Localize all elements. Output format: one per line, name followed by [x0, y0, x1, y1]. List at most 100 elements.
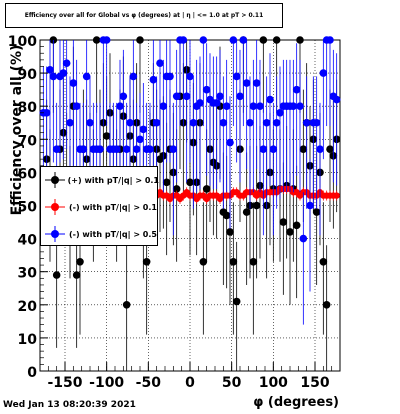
y-tick-label: 0 — [27, 365, 37, 381]
data-point — [162, 178, 171, 187]
data-point — [66, 118, 74, 127]
data-point — [326, 145, 334, 154]
data-point — [166, 72, 174, 81]
data-point — [249, 102, 258, 110]
legend-marker-black — [45, 172, 65, 188]
data-point — [289, 102, 298, 110]
y-tick-label: 80 — [18, 100, 38, 116]
data-point — [199, 36, 208, 44]
data-point — [52, 271, 61, 279]
data-point — [252, 201, 261, 210]
data-point — [92, 36, 101, 44]
x-tick-label: 50 — [222, 375, 242, 391]
data-point — [296, 36, 304, 44]
data-point — [152, 118, 161, 127]
data-point — [292, 221, 301, 230]
data-point — [186, 178, 194, 187]
data-point — [242, 79, 251, 87]
data-point — [179, 36, 188, 44]
x-tick-label: -150 — [47, 375, 82, 391]
data-point — [292, 85, 301, 94]
y-tick-label: 40 — [18, 233, 38, 249]
data-point — [79, 145, 88, 154]
x-tick-label: -100 — [89, 375, 124, 391]
data-point — [316, 145, 324, 154]
legend-marker-red — [45, 199, 65, 215]
data-point — [272, 118, 281, 127]
data-point — [216, 92, 224, 101]
legend-item-plus: (+) with pT/|q| > 0.1 — [41, 170, 159, 190]
data-point — [279, 218, 288, 226]
data-point — [312, 208, 321, 216]
x-tick-label: 100 — [259, 375, 288, 391]
x-axis-label: φ (degrees) — [253, 395, 339, 410]
data-point — [266, 95, 274, 104]
data-point — [249, 257, 258, 266]
data-point — [259, 36, 268, 44]
y-tick-label: 60 — [18, 166, 38, 182]
data-point — [299, 234, 308, 243]
data-point — [212, 99, 221, 107]
data-point — [222, 102, 231, 110]
data-point — [306, 201, 314, 210]
x-tick-label: 150 — [300, 375, 329, 391]
legend-item-minus: (-) with pT/|q| > 0.1 — [41, 197, 159, 217]
data-point — [256, 102, 264, 110]
data-point — [102, 36, 111, 44]
legend: (+) with pT/|q| > 0.1 (-) with pT/|q| > … — [40, 166, 159, 246]
data-point — [72, 271, 81, 279]
axes: 0 10 20 30 40 50 60 70 80 90 100 -150 -100 -50 0 50 100 1… — [8, 34, 333, 391]
data-point — [326, 36, 334, 44]
data-point — [302, 118, 311, 127]
data-point — [199, 257, 208, 266]
data-point — [136, 36, 144, 44]
data-point — [286, 228, 294, 236]
data-point — [232, 72, 241, 81]
data-point — [299, 145, 308, 154]
y-tick-label: 30 — [18, 266, 38, 282]
data-point — [296, 102, 304, 110]
y-tick-label: 50 — [18, 200, 38, 216]
data-point — [102, 132, 111, 140]
data-point — [126, 118, 134, 127]
data-point — [312, 118, 321, 127]
data-point — [156, 59, 164, 67]
y-tick-label: 70 — [18, 133, 38, 149]
data-point — [322, 301, 331, 309]
legend-item-minus-high: (-) with pT/|q| > 0.5 — [41, 224, 159, 244]
data-point — [139, 125, 148, 134]
data-point — [319, 257, 328, 266]
data-point — [259, 145, 268, 154]
data-point — [269, 145, 278, 154]
data-point — [189, 118, 198, 127]
x-tick-label: -50 — [136, 375, 162, 391]
data-point — [112, 145, 121, 154]
data-point — [232, 297, 241, 306]
data-point — [172, 185, 181, 193]
data-point — [242, 208, 251, 216]
data-point — [129, 72, 138, 81]
data-point — [252, 79, 261, 87]
timestamp: Wed Jan 13 08:20:39 2021 — [3, 400, 136, 410]
data-point — [159, 102, 168, 110]
y-tick-label: 20 — [18, 299, 38, 315]
data-point — [202, 185, 211, 193]
chart-title-box: Efficiency over all for Global vs φ (deg… — [5, 3, 283, 28]
data-point — [333, 192, 340, 199]
data-point — [142, 257, 151, 266]
data-point — [222, 211, 231, 220]
data-point — [319, 69, 328, 77]
y-tick-label: 90 — [18, 67, 38, 83]
data-point — [229, 36, 238, 44]
data-point — [186, 72, 194, 81]
data-point — [149, 75, 158, 84]
data-point — [46, 65, 54, 74]
data-point — [132, 145, 141, 154]
legend-label: (-) with pT/|q| > 0.5 — [69, 229, 157, 239]
data-point — [122, 145, 131, 154]
data-point — [226, 138, 234, 147]
data-point — [136, 135, 144, 144]
data-point — [332, 95, 341, 104]
data-point — [69, 79, 78, 87]
